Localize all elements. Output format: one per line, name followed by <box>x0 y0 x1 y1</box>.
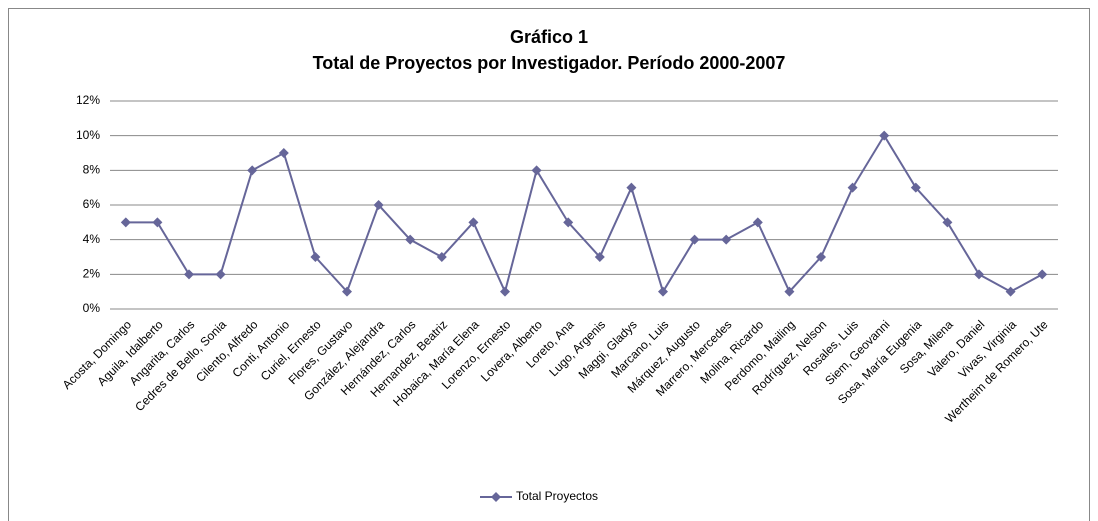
point <box>531 165 542 176</box>
legend-label: Total Proyectos <box>516 489 598 503</box>
point <box>974 269 984 280</box>
point <box>215 269 226 280</box>
point <box>563 217 574 228</box>
point <box>879 130 890 141</box>
point <box>721 234 732 245</box>
point <box>1037 269 1048 280</box>
point <box>658 286 668 297</box>
point <box>910 182 921 193</box>
point <box>405 234 416 245</box>
point <box>500 286 510 297</box>
point <box>184 269 194 280</box>
point <box>689 234 700 245</box>
point <box>847 182 858 193</box>
y-tick-label: 2% <box>83 267 101 281</box>
point <box>278 148 289 158</box>
point <box>1005 286 1016 297</box>
y-tick-label: 10% <box>76 128 100 142</box>
point <box>373 200 384 210</box>
point <box>626 182 637 193</box>
chart-subtitle: Total de Proyectos por Investigador. Per… <box>313 53 786 73</box>
point <box>342 286 352 297</box>
chart-border <box>8 8 1090 521</box>
y-tick-label: 12% <box>76 93 100 107</box>
point <box>752 217 763 228</box>
point <box>594 252 605 262</box>
legend-marker <box>491 492 501 502</box>
point <box>468 217 479 228</box>
y-tick-label: 6% <box>83 197 101 211</box>
point <box>152 217 163 228</box>
point <box>120 217 131 228</box>
chart-title: Gráfico 1 <box>510 27 588 47</box>
y-tick-label: 0% <box>83 301 101 315</box>
point <box>436 252 447 262</box>
point <box>310 252 321 262</box>
point <box>247 165 258 176</box>
series-line <box>125 133 1043 295</box>
y-tick-label: 4% <box>83 232 101 246</box>
point <box>942 217 953 228</box>
point <box>784 286 795 297</box>
point <box>816 252 826 262</box>
y-tick-label: 8% <box>83 163 101 177</box>
